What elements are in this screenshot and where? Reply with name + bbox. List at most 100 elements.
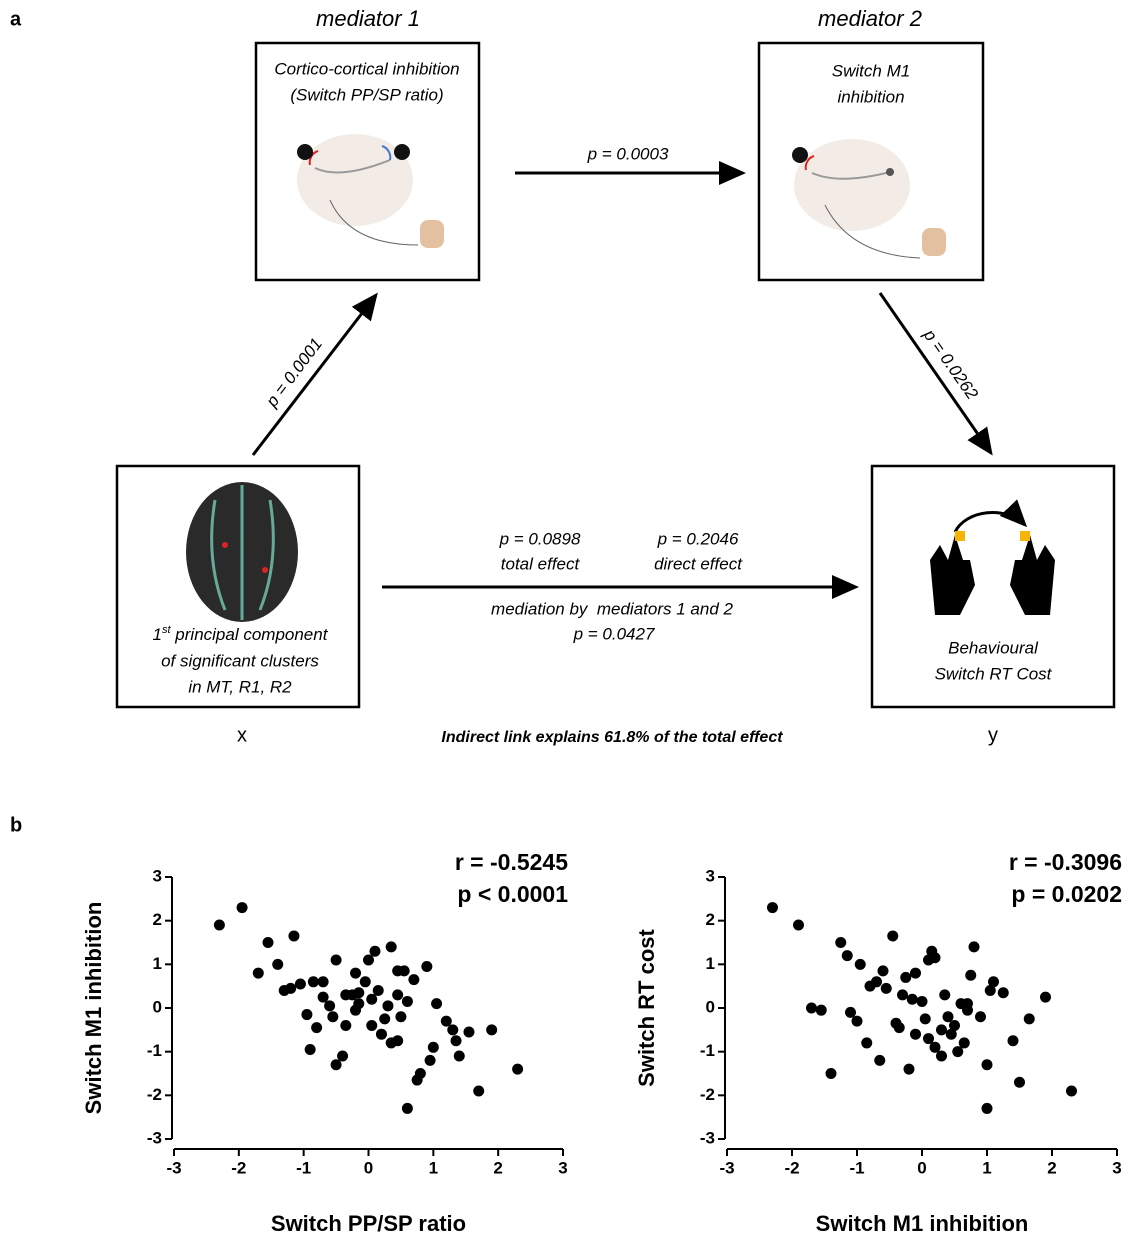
x-tick-label: -1 bbox=[296, 1158, 311, 1177]
x-tick-label: 2 bbox=[493, 1158, 502, 1177]
point bbox=[910, 968, 921, 979]
y-tick-label: 3 bbox=[153, 866, 162, 885]
point bbox=[337, 1051, 348, 1062]
point bbox=[936, 1024, 947, 1035]
x-tick-label: 0 bbox=[917, 1158, 926, 1177]
point bbox=[855, 959, 866, 970]
point bbox=[373, 985, 384, 996]
box-text: inhibition bbox=[837, 87, 904, 106]
point bbox=[917, 996, 928, 1007]
stat-annotation: p < 0.0001 bbox=[457, 881, 568, 907]
y-tick-label: -2 bbox=[700, 1085, 715, 1104]
x-tick-label: -3 bbox=[166, 1158, 181, 1177]
point bbox=[421, 961, 432, 972]
x-tick-label: 1 bbox=[429, 1158, 438, 1177]
point bbox=[842, 950, 853, 961]
point bbox=[900, 972, 911, 983]
point bbox=[272, 959, 283, 970]
x-axis-label: Switch PP/SP ratio bbox=[271, 1211, 466, 1236]
point bbox=[852, 1016, 863, 1027]
point bbox=[904, 1064, 915, 1075]
point bbox=[331, 954, 342, 965]
point bbox=[295, 978, 306, 989]
x-tick-label: -2 bbox=[784, 1158, 799, 1177]
point bbox=[376, 1029, 387, 1040]
y-tick-label: 3 bbox=[706, 866, 715, 885]
y-tick-label: 2 bbox=[706, 910, 715, 929]
box-text: of significant clusters bbox=[161, 651, 319, 670]
point bbox=[907, 994, 918, 1005]
point bbox=[431, 998, 442, 1009]
point bbox=[237, 902, 248, 913]
y-tick-label: -1 bbox=[700, 1041, 715, 1060]
y-tick-label: -1 bbox=[147, 1041, 162, 1060]
x-tick-label: -2 bbox=[231, 1158, 246, 1177]
stat-annotation: p = 0.0202 bbox=[1011, 881, 1122, 907]
point bbox=[402, 996, 413, 1007]
x-tick-label: 2 bbox=[1047, 1158, 1056, 1177]
point bbox=[952, 1046, 963, 1057]
point bbox=[408, 974, 419, 985]
point bbox=[930, 1042, 941, 1053]
point bbox=[988, 976, 999, 987]
edge-label: p = 0.2046 bbox=[657, 529, 739, 548]
point bbox=[318, 976, 329, 987]
point bbox=[214, 920, 225, 931]
point bbox=[793, 920, 804, 931]
point bbox=[360, 976, 371, 987]
point bbox=[324, 1000, 335, 1011]
point bbox=[382, 1000, 393, 1011]
point bbox=[305, 1044, 316, 1055]
point bbox=[982, 1103, 993, 1114]
point bbox=[363, 954, 374, 965]
point bbox=[441, 1016, 452, 1027]
point bbox=[340, 1020, 351, 1031]
box-text: Behavioural bbox=[948, 638, 1039, 657]
point bbox=[1008, 1035, 1019, 1046]
edge-label: mediation by mediators 1 and 2 bbox=[491, 599, 733, 618]
point bbox=[1014, 1077, 1025, 1088]
point bbox=[969, 941, 980, 952]
point bbox=[878, 965, 889, 976]
point bbox=[285, 983, 296, 994]
point bbox=[767, 902, 778, 913]
point bbox=[959, 1037, 970, 1048]
heading: mediator 2 bbox=[818, 6, 922, 31]
point bbox=[939, 989, 950, 1000]
point bbox=[301, 1009, 312, 1020]
point bbox=[353, 987, 364, 998]
point bbox=[395, 1011, 406, 1022]
point bbox=[463, 1027, 474, 1038]
point bbox=[1066, 1085, 1077, 1096]
point bbox=[936, 1051, 947, 1062]
point bbox=[253, 968, 264, 979]
point bbox=[897, 989, 908, 1000]
edge-label: total effect bbox=[501, 554, 581, 573]
edge-label: direct effect bbox=[654, 554, 743, 573]
x-tick-label: -1 bbox=[849, 1158, 864, 1177]
stat-annotation: r = -0.3096 bbox=[1009, 849, 1122, 875]
y-tick-label: 0 bbox=[706, 997, 715, 1016]
point bbox=[386, 941, 397, 952]
point bbox=[454, 1051, 465, 1062]
point bbox=[399, 965, 410, 976]
point bbox=[311, 1022, 322, 1033]
point bbox=[910, 1029, 921, 1040]
point bbox=[835, 937, 846, 948]
y-axis-label: Switch M1 inhibition bbox=[81, 902, 106, 1115]
footnote: Indirect link explains 61.8% of the tota… bbox=[441, 729, 783, 746]
edge-label: p = 0.0427 bbox=[573, 624, 655, 643]
box-text: 1st principal component bbox=[153, 624, 329, 645]
point bbox=[425, 1055, 436, 1066]
point bbox=[327, 1011, 338, 1022]
point bbox=[894, 1022, 905, 1033]
x-axis-label: Switch M1 inhibition bbox=[816, 1211, 1029, 1236]
point bbox=[887, 930, 898, 941]
point bbox=[1024, 1013, 1035, 1024]
hands-image bbox=[930, 512, 1055, 615]
x-tick-label: 3 bbox=[558, 1158, 567, 1177]
point bbox=[965, 970, 976, 981]
caption: y bbox=[988, 724, 998, 746]
box-text: in MT, R1, R2 bbox=[188, 677, 292, 696]
box-text: (Switch PP/SP ratio) bbox=[290, 85, 443, 104]
